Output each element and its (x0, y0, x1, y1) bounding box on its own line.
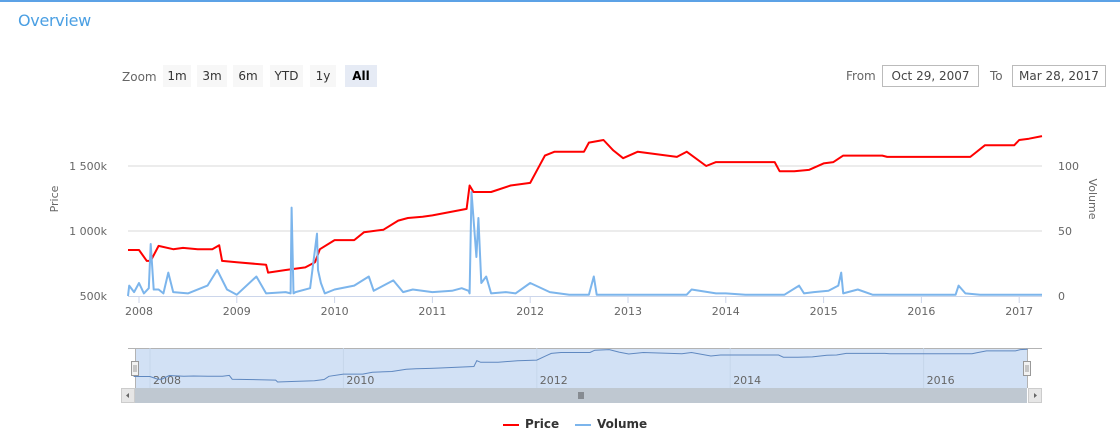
legend-label: Price (525, 417, 560, 431)
range-button-1y[interactable]: 1y (310, 65, 336, 87)
volume-tick-label: 0 (1058, 290, 1065, 303)
navigator-x-label: 2008 (153, 374, 181, 387)
x-tick-label: 2008 (125, 305, 153, 318)
price-tick-label: 1 500k (69, 160, 107, 173)
legend-item-volume[interactable]: Volume (575, 417, 647, 431)
price-axis-title: Price (48, 185, 61, 212)
arrow-right-icon (1034, 393, 1037, 398)
legend-label: Volume (597, 417, 648, 431)
price-tick-label: 1 000k (69, 225, 107, 238)
navigator-left-handle[interactable] (131, 361, 139, 376)
navigator-right-handle[interactable] (1023, 361, 1031, 376)
legend-swatch (575, 423, 591, 426)
x-tick-label: 2012 (516, 305, 544, 318)
to-label: To (990, 69, 1003, 83)
range-button-ytd[interactable]: YTD (270, 65, 303, 87)
page-title: Overview (18, 11, 91, 30)
range-button-all[interactable]: All (345, 65, 377, 87)
arrow-left-icon (126, 393, 129, 398)
price-tick-label: 500k (80, 290, 108, 303)
zoom-label: Zoom (122, 70, 157, 84)
volume-axis-title: Volume (1086, 179, 1099, 220)
x-tick-label: 2010 (321, 305, 349, 318)
top-border (0, 0, 1120, 2)
x-tick-label: 2013 (614, 305, 642, 318)
x-tick-label: 2017 (1005, 305, 1033, 318)
legend-swatch (503, 423, 519, 426)
navigator-x-label: 2016 (927, 374, 955, 387)
range-button-1m[interactable]: 1m (163, 65, 191, 87)
navigator-x-label: 2012 (540, 374, 568, 387)
range-button-3m[interactable]: 3m (197, 65, 227, 87)
range-button-6m[interactable]: 6m (233, 65, 263, 87)
x-tick-label: 2015 (810, 305, 838, 318)
x-tick-label: 2016 (907, 305, 935, 318)
to-date-input[interactable]: Mar 28, 2017 (1012, 65, 1106, 87)
legend-item-price[interactable]: Price (503, 417, 559, 431)
x-tick-label: 2014 (712, 305, 740, 318)
volume-tick-label: 50 (1058, 225, 1072, 238)
navigator-series-line (133, 348, 1028, 383)
volume-tick-label: 100 (1058, 160, 1079, 173)
volume-series-line (127, 191, 1042, 297)
navigator-x-label: 2014 (733, 374, 761, 387)
x-tick-label: 2009 (223, 305, 251, 318)
x-tick-label: 2011 (418, 305, 446, 318)
price-series-line (128, 135, 1043, 274)
from-label: From (846, 69, 876, 83)
navigator-x-label: 2010 (346, 374, 374, 387)
from-date-input[interactable]: Oct 29, 2007 (882, 65, 979, 87)
